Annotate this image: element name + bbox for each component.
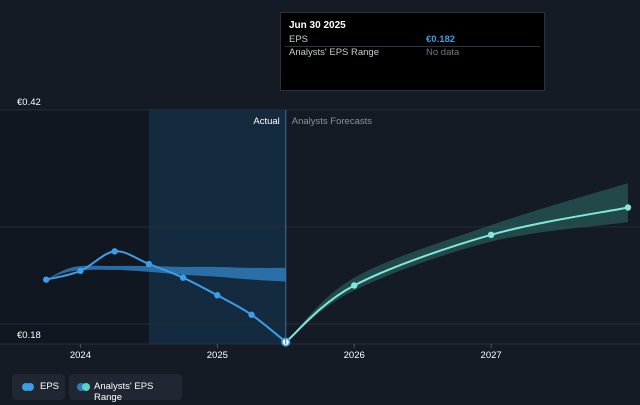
y-axis-label-bottom: €0.18 [17,330,41,341]
legend-item-eps[interactable]: EPS [12,374,65,400]
x-axis: 2024 2025 2026 2027 [70,344,502,361]
tooltip-range-label: Analysts' EPS Range [289,47,379,58]
range-band-3 [285,183,628,343]
eps-point-0 [43,276,50,283]
eps-point-6 [248,311,255,318]
legend-item-range[interactable]: Analysts' EPS Range [69,374,182,403]
forecast-point-2 [487,231,495,238]
tooltip-eps-label: EPS [289,34,309,45]
forecast-region-label: Analysts Forecasts [292,116,372,127]
actual-region-label: Actual [253,116,279,127]
x-tick-label-2025: 2025 [207,350,228,361]
x-tick-label-2026: 2026 [344,350,365,361]
legend-eps-label: EPS [40,381,60,392]
y-axis-label-top: €0.42 [17,97,41,108]
marker-layer [43,204,632,347]
tooltip-row-range: Analysts' EPS Range No data [285,46,540,59]
x-tick-label-2024: 2024 [70,350,91,361]
eps-point-2 [111,248,118,255]
series-line-2 [285,206,629,343]
eps-point-3 [145,260,153,268]
forecast-point-1 [351,282,358,289]
legend-range-dot-icon-2 [82,383,90,391]
forecast-point-3 [624,204,632,211]
tooltip-range-value: No data [426,47,460,58]
tooltip-eps-value: €0.182 [426,34,456,45]
legend-range-dot-icon [77,383,85,391]
range-band-1 [46,265,286,282]
legend-range-label: Analysts' EPS Range [94,381,154,403]
tooltip-row-eps: EPS €0.182 [285,33,540,47]
eps-point-5 [214,292,221,299]
eps-point-1 [77,267,84,275]
tooltip: Jun 30 2025 EPS €0.182 Analysts' EPS Ran… [280,12,545,91]
tooltip-date: Jun 30 2025 [289,20,346,31]
x-tick-label-2027: 2027 [481,350,502,361]
legend-eps-dot-icon-2 [26,383,34,391]
eps-point-4 [179,274,187,281]
